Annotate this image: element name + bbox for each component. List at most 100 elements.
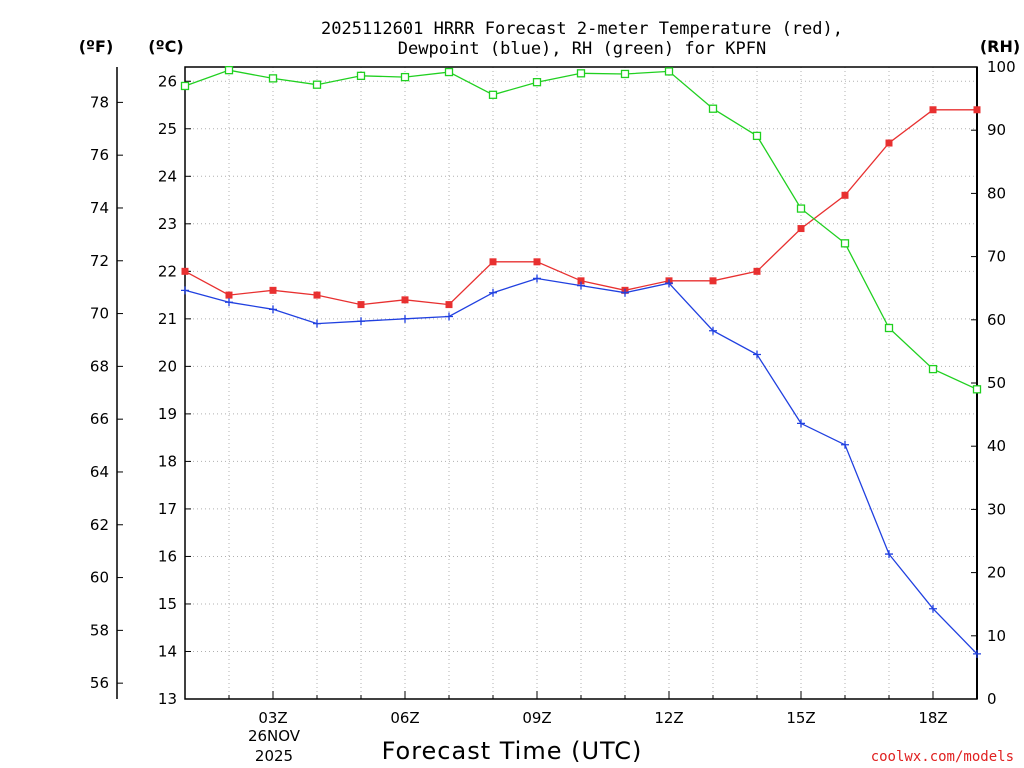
fahrenheit-tick-label: 74	[90, 199, 109, 217]
axes: 56 58 60 62 64 66 68 70 72 74 76 78 13 14 15 16 17 18 19 20…	[90, 58, 1016, 727]
rh-tick-label: 50	[987, 374, 1006, 392]
fahrenheit-tick-label: 72	[90, 252, 109, 270]
dewpoint-point	[313, 319, 321, 328]
relative-humidity-point	[928, 364, 938, 374]
temperature-point	[973, 106, 981, 114]
temperature-point	[709, 277, 717, 285]
rh-tick-label: 40	[987, 437, 1006, 455]
rh-tick-label: 80	[987, 184, 1006, 202]
celsius-tick-label: 25	[158, 120, 177, 138]
relative-humidity-point	[884, 323, 894, 333]
temperature-point	[489, 258, 497, 266]
fahrenheit-tick-label: 58	[90, 621, 109, 639]
rh-tick-label: 100	[987, 58, 1016, 76]
temperature-point	[357, 301, 365, 309]
fahrenheit-tick-label: 68	[90, 357, 109, 375]
x-tick-label: 15Z	[786, 709, 815, 727]
temperature-point	[313, 291, 321, 299]
dewpoint-point	[357, 317, 365, 326]
temperature-point	[401, 296, 409, 304]
dewpoint-point	[753, 350, 761, 359]
celsius-tick-label: 16	[158, 547, 177, 565]
dewpoint-point	[709, 326, 717, 335]
x-axis-label: Forecast Time (UTC)	[382, 737, 643, 765]
temperature-point	[841, 191, 849, 199]
temperature-point	[753, 267, 761, 275]
celsius-tick-label: 26	[158, 72, 177, 90]
relative-humidity-point	[796, 204, 806, 213]
relative-humidity-point	[664, 67, 674, 76]
rh-tick-label: 0	[987, 690, 997, 708]
rh-tick-label: 70	[987, 248, 1006, 266]
relative-humidity-point	[532, 78, 542, 87]
dewpoint-point	[973, 649, 981, 658]
dewpoint-point	[225, 298, 233, 307]
temperature-point	[269, 286, 277, 294]
relative-humidity-point	[620, 69, 630, 79]
relative-humidity-point	[312, 80, 322, 89]
relative-humidity-point	[400, 72, 410, 82]
temperature-point	[181, 267, 189, 275]
dewpoint-point	[401, 314, 409, 323]
x-tick-label: 18Z	[918, 709, 947, 727]
date-label-year: 2025	[255, 747, 293, 765]
celsius-tick-label: 14	[158, 642, 177, 660]
relative-humidity-point	[576, 69, 586, 78]
dewpoint-point	[269, 305, 277, 314]
rh-unit-label: (RH)	[980, 37, 1020, 56]
date-label-day: 26NOV	[248, 727, 301, 745]
celsius-tick-label: 18	[158, 452, 177, 470]
relative-humidity-point	[180, 81, 190, 91]
dewpoint-point	[445, 312, 453, 321]
dewpoint-point	[533, 274, 541, 283]
dewpoint-point	[797, 419, 805, 428]
dewpoint-point	[489, 288, 497, 297]
rh-tick-label: 60	[987, 311, 1006, 329]
fahrenheit-tick-label: 64	[90, 463, 109, 481]
relative-humidity-point	[488, 90, 498, 99]
series	[180, 66, 982, 658]
fahrenheit-tick-label: 56	[90, 674, 109, 692]
celsius-tick-label: 13	[158, 690, 177, 708]
chart-title: 2025112601 HRRR Forecast 2-meter Tempera…	[321, 19, 843, 39]
temperature-point	[929, 106, 937, 114]
relative-humidity-point	[972, 385, 982, 394]
rh-tick-label: 30	[987, 500, 1006, 518]
temperature-point	[885, 139, 893, 147]
credit-text[interactable]: coolwx.com/models	[871, 749, 1014, 765]
relative-humidity-point	[444, 67, 454, 77]
fahrenheit-tick-label: 66	[90, 410, 109, 428]
temperature-point	[225, 291, 233, 299]
celsius-tick-label: 24	[158, 167, 177, 185]
temperature-point	[577, 277, 585, 285]
dewpoint-point	[665, 279, 673, 288]
dewpoint-point	[841, 440, 849, 449]
x-tick-label: 06Z	[390, 709, 419, 727]
x-tick-label: 09Z	[522, 709, 551, 727]
dewpoint-point	[885, 550, 893, 559]
relative-humidity-point	[224, 66, 234, 75]
dewpoint-point	[577, 281, 585, 290]
temperature-point	[797, 225, 805, 233]
celsius-tick-label: 22	[158, 262, 177, 280]
relative-humidity-point	[356, 71, 366, 80]
rh-tick-label: 90	[987, 121, 1006, 139]
rh-tick-label: 10	[987, 627, 1006, 645]
x-tick-label: 12Z	[654, 709, 683, 727]
temperature-point	[533, 258, 541, 266]
dewpoint-point	[621, 288, 629, 297]
relative-humidity-point	[840, 239, 850, 248]
celsius-tick-label: 23	[158, 215, 177, 233]
relative-humidity-point	[268, 74, 278, 83]
dewpoint-line	[184, 277, 978, 655]
dewpoint-point	[929, 604, 937, 613]
celsius-tick-label: 21	[158, 310, 177, 328]
fahrenheit-unit-label: (ºF)	[79, 37, 114, 56]
relative-humidity-point	[708, 104, 718, 113]
fahrenheit-tick-label: 60	[90, 569, 109, 587]
celsius-tick-label: 15	[158, 595, 177, 613]
x-tick-label: 03Z	[258, 709, 287, 727]
relative-humidity-line	[184, 69, 978, 390]
gridlines	[185, 67, 977, 699]
